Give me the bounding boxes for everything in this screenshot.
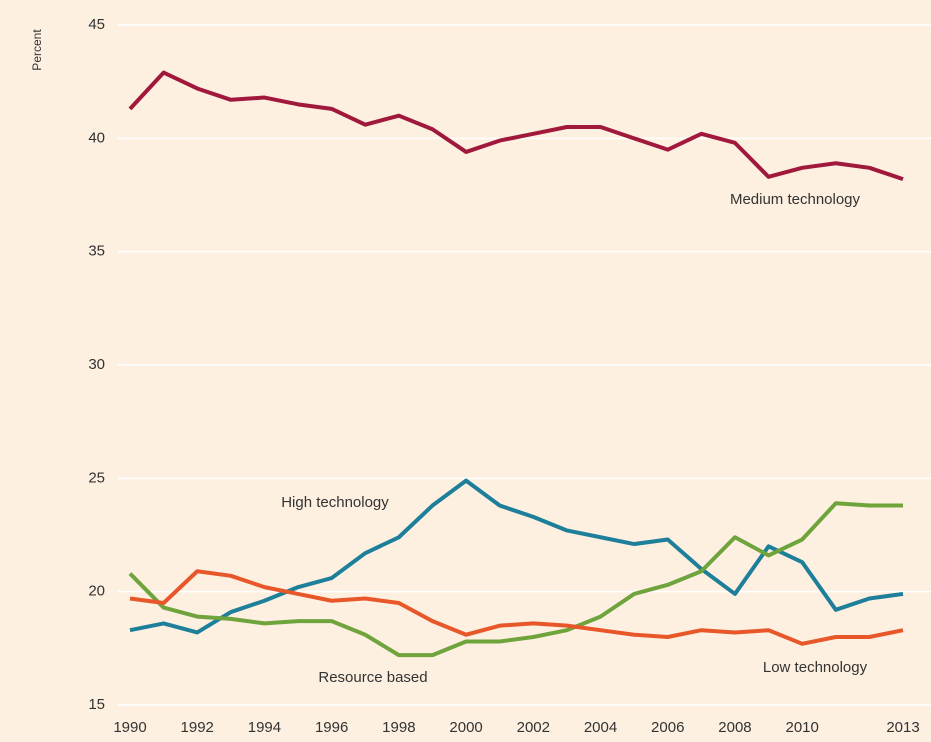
x-tick-label: 2008 — [718, 719, 751, 736]
x-tick-label: 2004 — [584, 719, 617, 736]
x-tick-label: 1998 — [382, 719, 415, 736]
x-tick-label: 1990 — [113, 719, 146, 736]
y-tick-label: 35 — [88, 243, 105, 260]
series-label: Medium technology — [730, 191, 861, 208]
y-tick-label: 20 — [88, 583, 105, 600]
x-tick-label: 2010 — [785, 719, 818, 736]
y-tick-label: 30 — [88, 356, 105, 373]
y-tick-label: 15 — [88, 696, 105, 713]
y-tick-label: 45 — [88, 16, 105, 33]
y-tick-label: 25 — [88, 469, 105, 486]
y-axis-label: Percent — [30, 29, 44, 71]
x-tick-label: 2000 — [449, 719, 482, 736]
y-tick-label: 40 — [88, 129, 105, 146]
x-tick-label: 2006 — [651, 719, 684, 736]
x-tick-label: 2002 — [517, 719, 550, 736]
series-line — [129, 569, 904, 646]
series-label: High technology — [281, 494, 389, 511]
series-line — [128, 70, 904, 182]
x-tick-label: 1994 — [248, 719, 281, 736]
x-tick-label: 1996 — [315, 719, 348, 736]
series-line — [128, 501, 903, 658]
series-line — [129, 478, 904, 635]
series-label: Resource based — [318, 669, 427, 686]
series-label: Low technology — [763, 659, 868, 676]
x-tick-label: 1992 — [181, 719, 214, 736]
x-tick-label: 2013 — [886, 719, 919, 736]
